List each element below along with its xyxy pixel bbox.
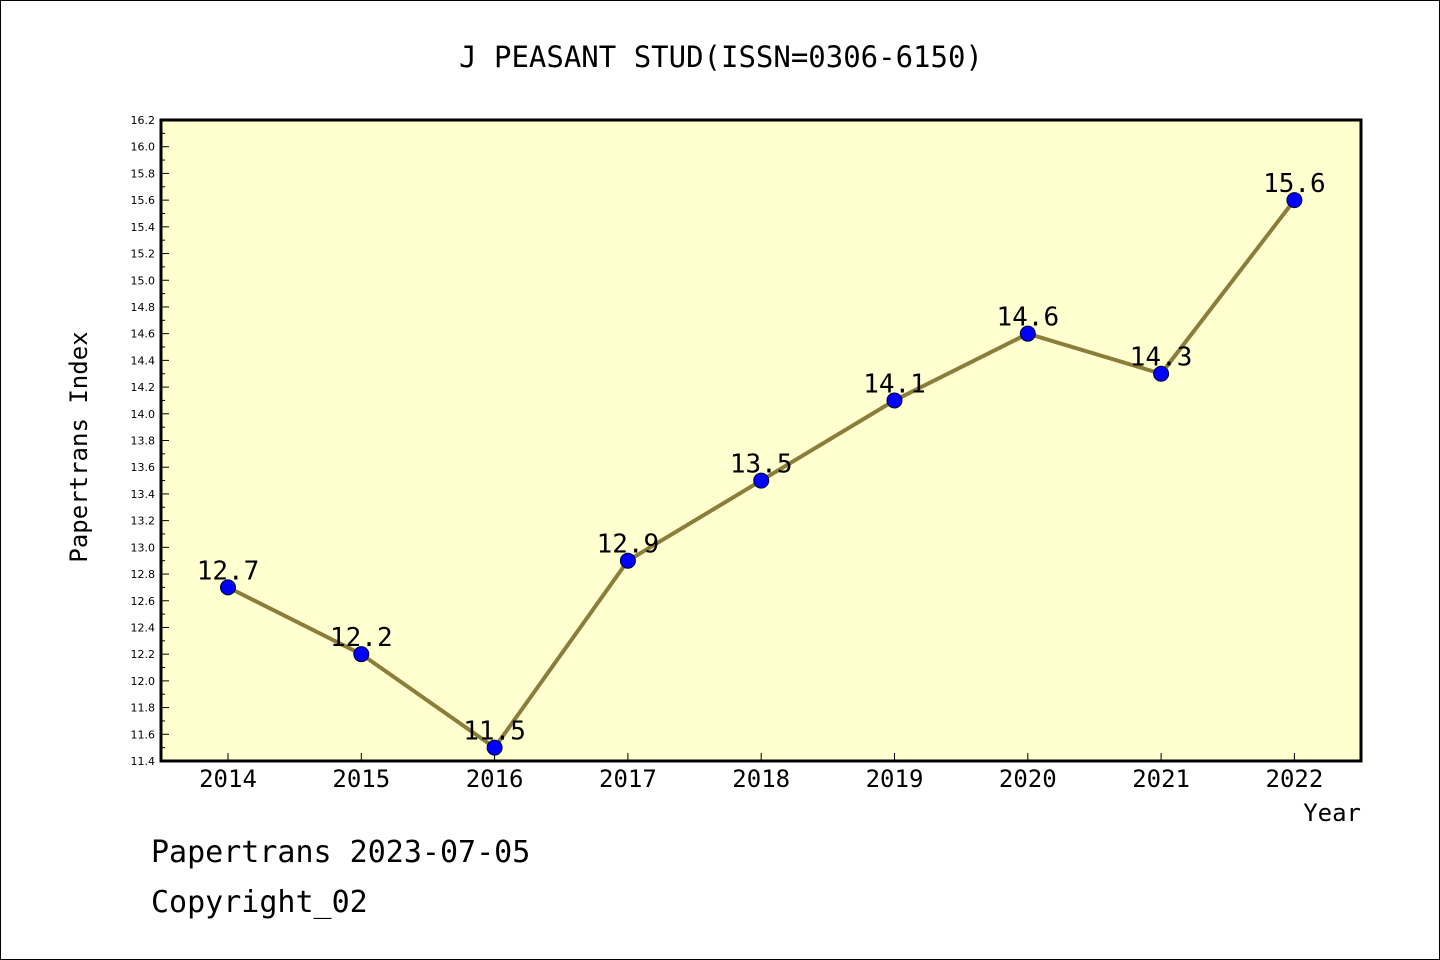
data-point	[1019, 325, 1036, 342]
y-tick-label: 12.4	[131, 621, 156, 634]
y-tick-label: 15.6	[131, 194, 156, 207]
y-tick-label: 14.0	[131, 408, 156, 421]
data-label: 14.1	[863, 369, 926, 399]
data-label: 14.3	[1130, 343, 1193, 373]
data-point	[220, 579, 236, 596]
x-tick-label: 2022	[1266, 765, 1324, 793]
x-tick-label: 2017	[599, 765, 657, 793]
y-tick-label: 14.4	[131, 354, 156, 367]
y-tick-label: 11.6	[131, 728, 156, 741]
y-axis-label: Papertrans Index	[65, 331, 93, 562]
x-tick-label: 2018	[732, 765, 790, 793]
data-label: 13.5	[730, 450, 793, 480]
data-label: 12.9	[597, 530, 660, 560]
y-tick-label: 15.2	[131, 248, 156, 261]
y-tick-label: 16.2	[131, 114, 156, 127]
y-tick-label: 14.6	[131, 328, 156, 341]
y-tick-label: 12.0	[131, 675, 156, 688]
y-tick-label: 12.2	[131, 648, 156, 661]
y-tick-label: 15.0	[131, 274, 156, 287]
data-point	[619, 552, 636, 569]
data-point	[486, 739, 503, 756]
data-point	[753, 472, 770, 489]
data-label: 12.7	[197, 556, 260, 586]
data-labels: 12.7 12.2 11.5 12.9 13.5 14.1 14.6 14.3 15.6	[197, 169, 1326, 747]
data-point	[1153, 365, 1170, 382]
data-point	[1286, 192, 1303, 209]
y-tick-label: 14.2	[131, 381, 156, 394]
x-tick-label: 2020	[999, 765, 1057, 793]
y-tick-label: 15.4	[131, 221, 156, 234]
y-axis: 11.4 11.6 11.8 12.0 12.2 12.4 12.6 12.8 13.0 13.2…	[131, 114, 169, 768]
data-markers	[220, 192, 1303, 756]
x-tick-label: 2019	[866, 765, 924, 793]
y-tick-label: 11.4	[131, 755, 156, 768]
plot-area	[159, 118, 1363, 763]
y-tick-label: 15.8	[131, 167, 156, 180]
y-tick-label: 13.8	[131, 435, 156, 448]
x-tick-label: 2014	[199, 765, 257, 793]
y-tick-label: 12.8	[131, 568, 156, 581]
data-point	[886, 392, 903, 409]
y-tick-label: 13.2	[131, 515, 156, 528]
data-point	[353, 646, 370, 663]
footer-date-text: Papertrans 2023-07-05	[151, 835, 531, 870]
data-label: 12.2	[330, 623, 393, 653]
chart-title: J PEASANT STUD(ISSN=0306-6150)	[459, 40, 983, 74]
x-tick-label: 2015	[332, 765, 390, 793]
x-axis: 2014 2015 2016 2017 2018 2019 2020 2021 2022	[199, 753, 1323, 793]
y-tick-label: 16.0	[131, 141, 156, 154]
y-tick-label: 12.6	[131, 595, 156, 608]
x-tick-label: 2016	[466, 765, 524, 793]
data-label: 15.6	[1263, 169, 1326, 199]
y-tick-label: 13.4	[131, 488, 156, 501]
y-tick-label: 14.8	[131, 301, 156, 314]
data-label: 11.5	[463, 717, 526, 747]
y-tick-label: 13.0	[131, 541, 156, 554]
y-tick-label: 13.6	[131, 461, 156, 474]
x-axis-label: Year	[1303, 799, 1361, 827]
x-tick-label: 2021	[1132, 765, 1190, 793]
footer-copyright-text: Copyright_02	[151, 885, 368, 920]
y-tick-label: 11.8	[131, 702, 156, 715]
data-label: 14.6	[996, 303, 1059, 333]
